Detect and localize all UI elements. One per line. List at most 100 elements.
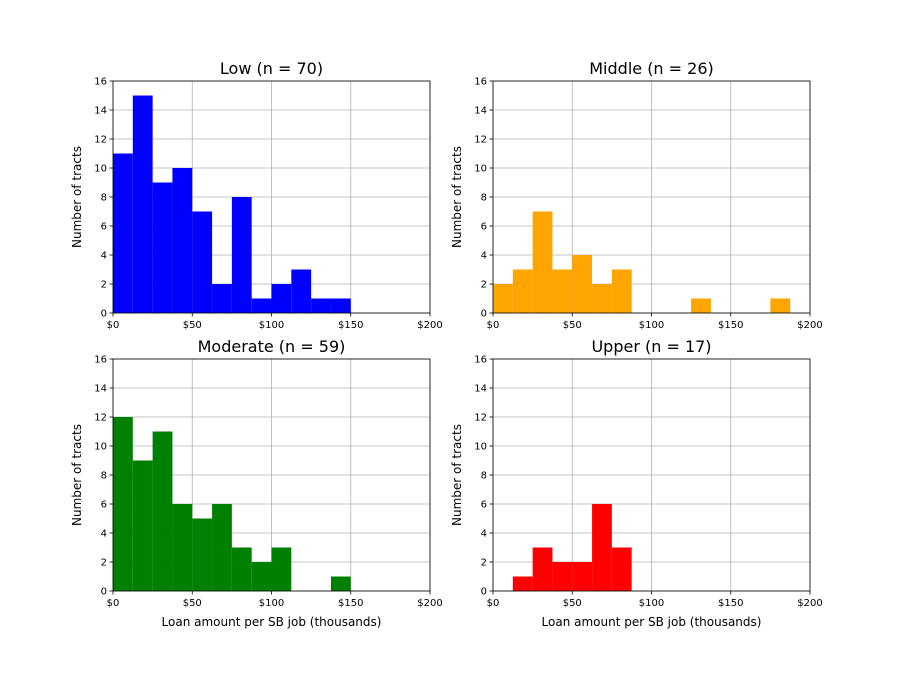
- moderate-bar: [212, 504, 232, 591]
- upper-ytick-label: 4: [481, 529, 487, 540]
- middle-ylabel: Number of tracts: [450, 146, 464, 248]
- upper-ytick-label: 8: [481, 471, 487, 482]
- moderate-xtick-label: $0: [107, 598, 120, 609]
- middle-panel: $0 $50 $100 $150 $200 0 2 4 6 8 10 12 14 16 Middle (n …: [450, 59, 823, 331]
- middle-ytick-label: 14: [474, 106, 487, 117]
- upper-panel: $0 $50 $100 $150 $200 0 2 4 6 8 10 12 14 16 Upper (n =…: [450, 337, 823, 629]
- middle-xtick-label: $200: [797, 320, 822, 331]
- moderate-bar: [231, 547, 252, 591]
- low-ytick-label: 14: [94, 106, 107, 117]
- moderate-xtick-label: $150: [338, 598, 363, 609]
- low-ylabel: Number of tracts: [70, 146, 84, 248]
- low-xtick-label: $150: [338, 320, 363, 331]
- middle-ytick-label: 0: [481, 309, 487, 320]
- low-bar: [192, 211, 213, 313]
- low-xtick-label: $50: [183, 320, 202, 331]
- moderate-panel: $0 $50 $100 $150 $200 0 2 4 6 8 10 12 14 16 Moderate (…: [70, 337, 443, 629]
- low-bar: [152, 182, 173, 313]
- upper-ytick-label: 10: [474, 442, 487, 453]
- moderate-bar: [113, 417, 133, 591]
- upper-xtick-label: $0: [487, 598, 500, 609]
- low-ytick-label: 2: [101, 280, 107, 291]
- middle-bar: [552, 269, 573, 313]
- middle-xtick-label: $100: [639, 320, 664, 331]
- upper-bar: [572, 562, 593, 591]
- middle-ytick-label: 8: [481, 193, 487, 204]
- upper-xtick-label: $100: [639, 598, 664, 609]
- middle-title: Middle (n = 26): [589, 59, 714, 78]
- middle-bar: [592, 284, 612, 313]
- middle-ytick-label: 12: [474, 135, 487, 146]
- low-xtick-label: $0: [107, 320, 120, 331]
- upper-ylabel: Number of tracts: [450, 424, 464, 526]
- moderate-bar: [132, 460, 153, 591]
- moderate-ytick-label: 2: [101, 558, 107, 569]
- low-title: Low (n = 70): [220, 59, 323, 78]
- moderate-xlabel: Loan amount per SB job (thousands): [162, 615, 382, 629]
- upper-ytick-label: 2: [481, 558, 487, 569]
- moderate-bar: [271, 547, 292, 591]
- moderate-bar: [172, 504, 193, 591]
- middle-xtick-label: $50: [563, 320, 582, 331]
- low-bar: [291, 269, 312, 313]
- middle-xtick-label: $150: [718, 320, 743, 331]
- moderate-ytick-label: 14: [94, 384, 107, 395]
- upper-bar: [592, 504, 612, 591]
- moderate-ylabel: Number of tracts: [70, 424, 84, 526]
- moderate-ytick-label: 6: [101, 500, 107, 511]
- moderate-title: Moderate (n = 59): [198, 337, 346, 356]
- middle-bar: [611, 269, 632, 313]
- upper-bar: [611, 547, 632, 591]
- low-ytick-label: 16: [94, 77, 107, 88]
- moderate-xtick-label: $50: [183, 598, 202, 609]
- low-bar: [251, 298, 272, 313]
- moderate-ytick-label: 12: [94, 413, 107, 424]
- low-ytick-label: 0: [101, 309, 107, 320]
- low-ytick-label: 10: [94, 164, 107, 175]
- middle-ytick-label: 10: [474, 164, 487, 175]
- low-bar: [172, 168, 193, 313]
- low-bar: [231, 197, 252, 313]
- middle-ytick-label: 16: [474, 77, 487, 88]
- upper-bar: [552, 562, 573, 591]
- low-bar: [311, 298, 331, 313]
- low-bar: [271, 284, 292, 313]
- upper-ytick-label: 16: [474, 355, 487, 366]
- upper-xtick-label: $50: [563, 598, 582, 609]
- low-xtick-label: $100: [259, 320, 284, 331]
- low-ytick-label: 8: [101, 193, 107, 204]
- low-xtick-label: $200: [417, 320, 442, 331]
- upper-bar: [512, 576, 533, 591]
- upper-ytick-label: 14: [474, 384, 487, 395]
- middle-bar: [493, 284, 513, 313]
- upper-ytick-label: 0: [481, 587, 487, 598]
- upper-xtick-label: $200: [797, 598, 822, 609]
- middle-bar: [691, 298, 711, 313]
- moderate-bar: [192, 518, 213, 591]
- low-panel: $0 $50 $100 $150 $200 0 2 4 6 8 10 12 14 16 Low (n = 7…: [70, 59, 443, 331]
- low-bar: [132, 95, 153, 313]
- middle-ytick-label: 6: [481, 222, 487, 233]
- middle-bar: [532, 211, 553, 313]
- middle-ytick-label: 4: [481, 251, 487, 262]
- middle-bar: [572, 255, 593, 313]
- upper-ytick-label: 6: [481, 500, 487, 511]
- low-ytick-label: 12: [94, 135, 107, 146]
- low-bar: [212, 284, 232, 313]
- moderate-ytick-label: 16: [94, 355, 107, 366]
- middle-xtick-label: $0: [487, 320, 500, 331]
- upper-xlabel: Loan amount per SB job (thousands): [542, 615, 762, 629]
- upper-xtick-label: $150: [718, 598, 743, 609]
- moderate-bar: [330, 576, 351, 591]
- upper-ytick-label: 12: [474, 413, 487, 424]
- moderate-xtick-label: $100: [259, 598, 284, 609]
- moderate-bar: [152, 431, 173, 591]
- middle-bar: [770, 298, 791, 313]
- low-ytick-label: 6: [101, 222, 107, 233]
- moderate-xtick-label: $200: [417, 598, 442, 609]
- upper-bar: [532, 547, 553, 591]
- low-bar: [330, 298, 351, 313]
- moderate-ytick-label: 4: [101, 529, 107, 540]
- middle-ytick-label: 2: [481, 280, 487, 291]
